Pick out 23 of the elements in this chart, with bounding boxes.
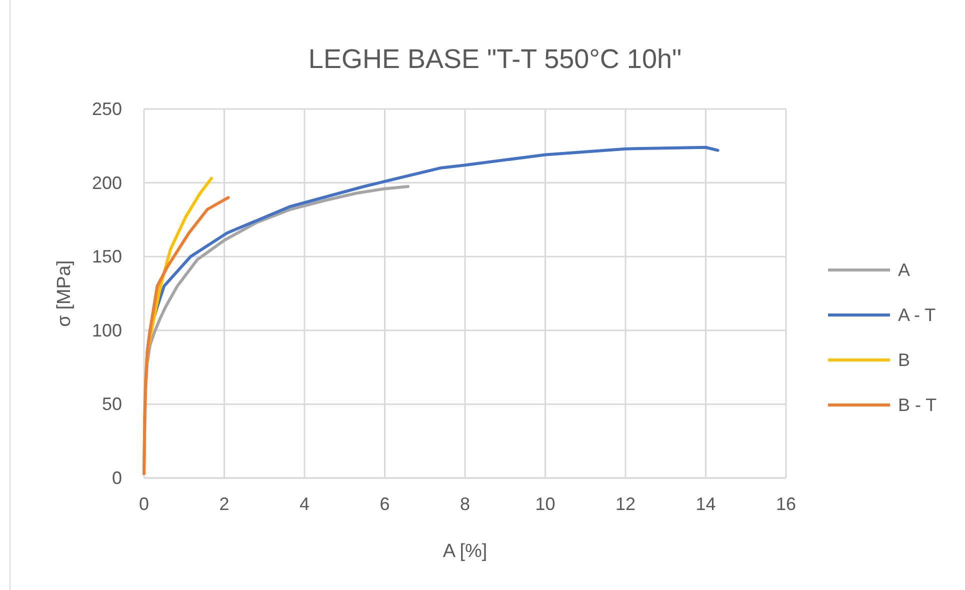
x-tick-label: 6	[380, 494, 390, 514]
y-tick-label: 250	[92, 99, 122, 119]
x-axis-title: A [%]	[442, 541, 488, 562]
y-tick-label: 200	[92, 172, 122, 193]
legend-label: B - T	[898, 395, 937, 415]
y-tick-label: 50	[102, 394, 122, 414]
x-tick-label: 12	[615, 494, 636, 514]
chart-title: LEGHE BASE "T-T 550°C 10h"	[308, 44, 682, 74]
legend-label: A	[898, 260, 910, 280]
x-tick-label: 10	[535, 494, 556, 514]
x-tick-label: 16	[776, 494, 796, 514]
y-axis-title: σ [MPa]	[54, 260, 75, 327]
y-tick-label: 0	[112, 468, 122, 488]
y-tick-label: 100	[92, 320, 122, 340]
y-tick-label: 150	[92, 246, 122, 267]
x-tick-label: 14	[696, 494, 716, 514]
legend-label: B	[898, 350, 910, 370]
x-tick-label: 0	[138, 494, 150, 514]
legend-label: A - T	[898, 305, 936, 325]
line-series	[142, 196, 230, 476]
x-tick-label: 2	[219, 494, 230, 514]
x-tick-label: 4	[299, 494, 310, 514]
x-tick-label: 8	[460, 494, 470, 514]
